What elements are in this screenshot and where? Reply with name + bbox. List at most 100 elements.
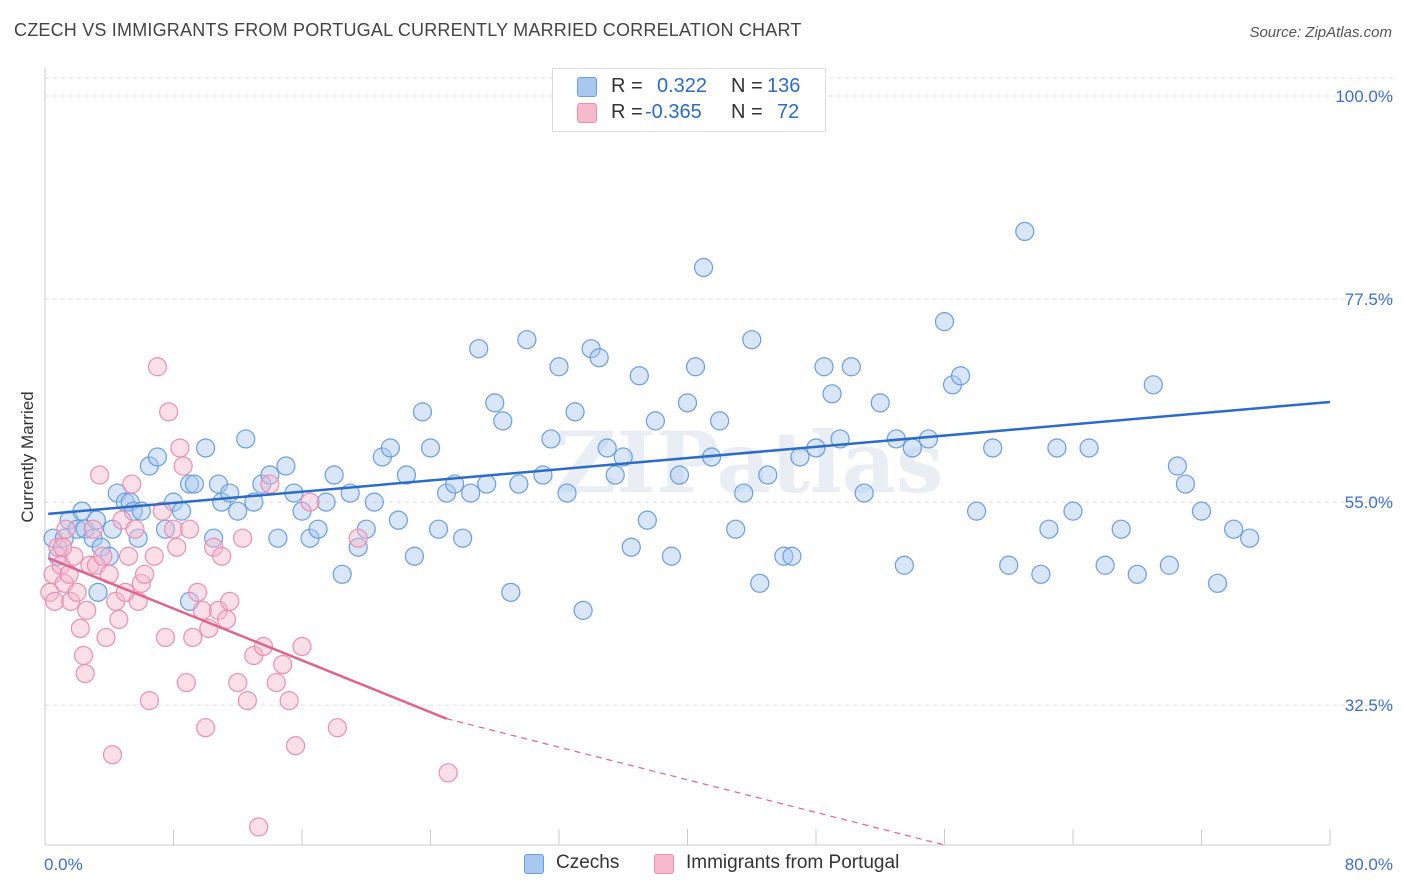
czechs-point (758, 465, 778, 485)
czechs-point (1015, 221, 1035, 241)
y-tick-label: 77.5% (1345, 290, 1393, 309)
czechs-point (790, 447, 810, 467)
czechs-points (43, 221, 1260, 620)
czechs-point (983, 438, 1003, 458)
legend-n-label: N = (731, 101, 769, 123)
czechs-swatch (524, 854, 544, 874)
portugal-point (155, 627, 176, 648)
czechs-point (179, 474, 200, 494)
czechs-point (822, 384, 842, 404)
czechs-point (469, 339, 489, 359)
czechs-point (774, 546, 794, 566)
portugal-point (220, 591, 240, 611)
czechs-point (685, 357, 706, 377)
czechs-point (228, 501, 248, 521)
czechs-point (629, 366, 649, 386)
portugal-point (285, 736, 306, 756)
y-tick-labels: 32.5% 55.0% 77.5% 100.0% (1335, 87, 1393, 715)
portugal-point (212, 546, 232, 566)
portugal-point (118, 546, 139, 566)
portugal-point (300, 492, 320, 512)
czechs-point (1191, 501, 1212, 521)
czechs-point (1167, 456, 1188, 476)
portugal-points (40, 357, 458, 837)
czechs-point (934, 312, 955, 332)
portugal-point (139, 691, 160, 711)
czechs-point (493, 411, 513, 431)
czechs-swatch (577, 77, 597, 97)
czechs-point (420, 438, 441, 458)
legend-r-value: 0.322 (657, 75, 708, 97)
czechs-point (268, 528, 288, 548)
portugal-point (260, 474, 280, 494)
czechs-point (453, 528, 473, 548)
y-tick-label: 55.0% (1345, 493, 1393, 512)
czechs-point (428, 519, 449, 539)
portugal-point (125, 519, 145, 539)
czechs-point (557, 483, 577, 503)
watermark: ZIPatlas (555, 413, 943, 512)
czechs-point (509, 474, 529, 494)
czechs-point (549, 357, 569, 377)
portugal-point (67, 582, 87, 602)
czechs-point (918, 429, 939, 449)
czechs-point (621, 537, 641, 557)
czechs-point (782, 546, 802, 566)
czechs-point (308, 519, 328, 539)
portugal-point (176, 672, 196, 693)
czechs-point (573, 600, 593, 620)
portugal-point (56, 519, 76, 539)
portugal-point (90, 465, 110, 485)
portugal-point (73, 645, 94, 666)
portugal-point (249, 817, 269, 837)
czechs-point (477, 474, 497, 494)
czechs-point (1039, 519, 1059, 539)
czechs-label: Czechs (556, 852, 620, 873)
portugal-point (273, 654, 293, 675)
portugal-point (292, 636, 312, 657)
czechs-point (332, 564, 352, 584)
czechs-point (1159, 555, 1179, 575)
czechs-point (67, 519, 87, 539)
portugal-point (170, 438, 190, 458)
correlation-legend: R = 0.322 N = 136 R = -0.365 N = 72 (552, 68, 826, 132)
trend-lines (47, 400, 1331, 846)
source-label: Source: ZipAtlas.com (1249, 24, 1392, 41)
czechs-point (902, 438, 922, 458)
czechs-point (396, 465, 417, 485)
czechs-point (155, 519, 176, 539)
czechs-point (1095, 555, 1115, 575)
x-tick-label: 80.0% (1345, 855, 1393, 874)
czechs-point (1240, 528, 1260, 548)
czechs-point (605, 465, 625, 485)
portugal-point (183, 627, 203, 648)
czechs-point (854, 483, 874, 503)
portugal-trend-line (47, 556, 448, 720)
portugal-point (167, 537, 187, 557)
y-tick-label: 32.5% (1345, 696, 1393, 715)
czechs-point (677, 393, 698, 413)
czechs-point (1111, 519, 1131, 539)
czechs-point (693, 257, 714, 278)
czechs-point (1143, 375, 1163, 395)
portugal-swatch (577, 103, 597, 123)
portugal-point (96, 627, 116, 648)
czechs-point (950, 366, 971, 386)
portugal-point (266, 672, 286, 693)
czechs-point (404, 546, 425, 566)
czechs-point (814, 357, 834, 377)
legend-n-label: N = (731, 75, 769, 97)
czechs-point (196, 438, 216, 458)
czechs-point (1207, 573, 1228, 593)
portugal-label: Immigrants from Portugal (686, 852, 900, 873)
portugal-point (152, 501, 172, 521)
czechs-point (533, 465, 553, 485)
czechs-point (841, 357, 861, 377)
czechs-point (894, 555, 914, 575)
portugal-swatch (654, 854, 674, 874)
czechs-point (710, 411, 730, 431)
czechs-point (613, 447, 633, 467)
portugal-point (196, 718, 216, 738)
czechs-point (1063, 501, 1083, 521)
portugal-point (216, 609, 237, 630)
